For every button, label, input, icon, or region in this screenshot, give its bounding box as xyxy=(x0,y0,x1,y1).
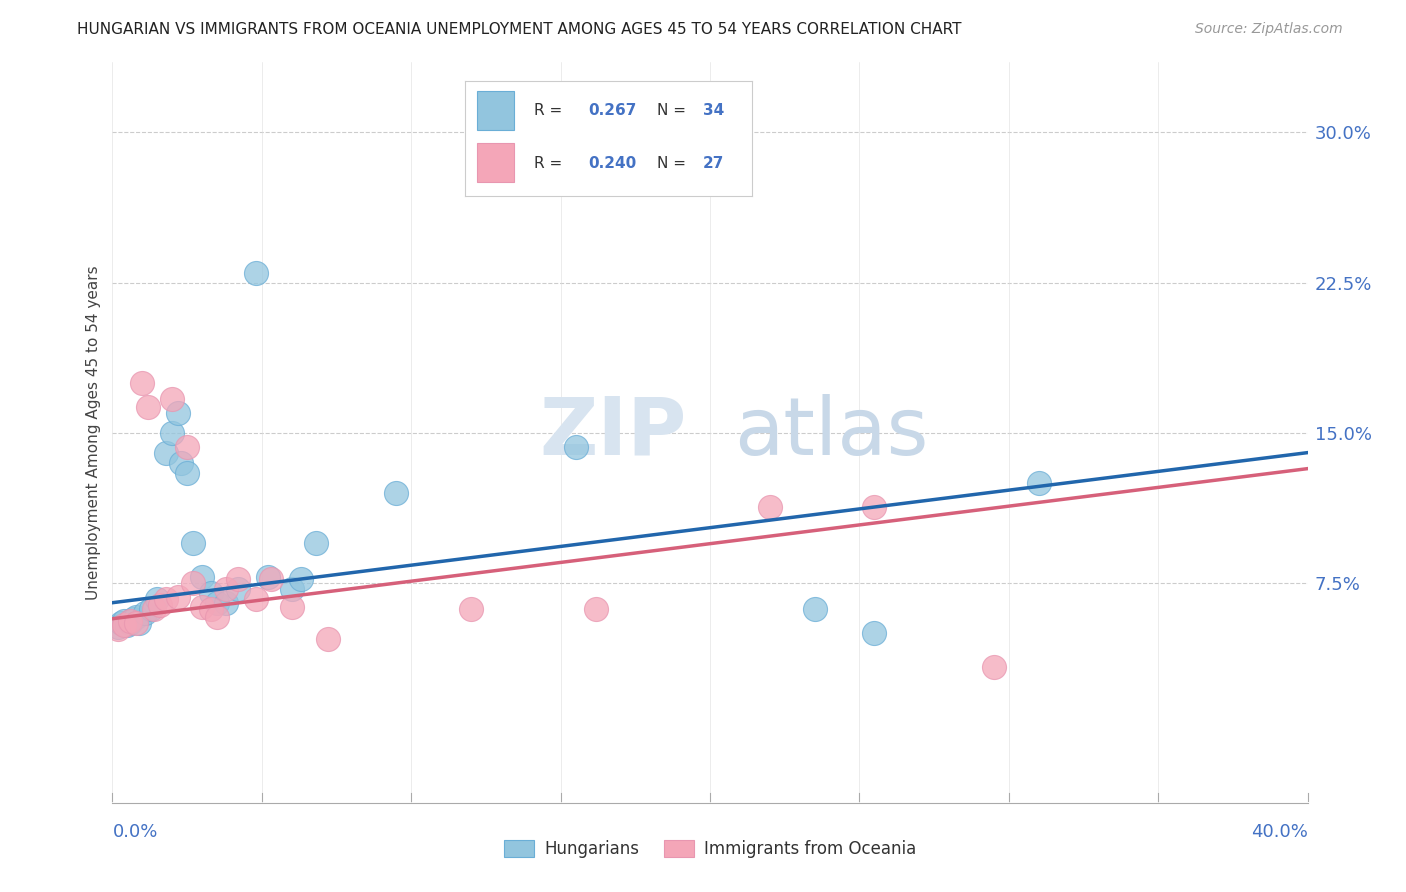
Point xyxy=(191,599,214,614)
Point xyxy=(863,500,886,514)
Point xyxy=(141,601,163,615)
Point xyxy=(128,615,150,630)
Point xyxy=(281,599,304,614)
Point xyxy=(460,601,482,615)
Point xyxy=(385,485,408,500)
Point xyxy=(215,596,238,610)
Point xyxy=(305,535,328,549)
Point xyxy=(167,406,190,420)
Point xyxy=(290,572,312,586)
Point xyxy=(257,570,280,584)
Point xyxy=(167,590,190,604)
Point xyxy=(149,598,172,612)
Point xyxy=(162,392,183,406)
Point xyxy=(863,625,886,640)
Point xyxy=(125,615,148,630)
Point xyxy=(125,609,148,624)
Point xyxy=(143,601,166,615)
Point xyxy=(564,440,586,454)
Point xyxy=(803,601,825,615)
Point xyxy=(200,585,222,599)
Text: 0.0%: 0.0% xyxy=(112,822,157,841)
Point xyxy=(170,456,193,470)
Point xyxy=(983,659,1005,673)
Point xyxy=(114,614,135,628)
Point xyxy=(1028,475,1050,490)
Point xyxy=(200,601,222,615)
Text: HUNGARIAN VS IMMIGRANTS FROM OCEANIA UNEMPLOYMENT AMONG AGES 45 TO 54 YEARS CORR: HUNGARIAN VS IMMIGRANTS FROM OCEANIA UNE… xyxy=(77,22,962,37)
Text: Source: ZipAtlas.com: Source: ZipAtlas.com xyxy=(1195,22,1343,37)
Point xyxy=(176,466,198,480)
Legend: Hungarians, Immigrants from Oceania: Hungarians, Immigrants from Oceania xyxy=(498,833,922,865)
Point xyxy=(226,582,249,596)
Text: atlas: atlas xyxy=(734,393,928,472)
Point xyxy=(176,440,198,454)
Point xyxy=(120,614,142,628)
Point xyxy=(155,445,177,459)
Point xyxy=(316,632,339,646)
Text: ZIP: ZIP xyxy=(538,393,686,472)
Point xyxy=(226,572,249,586)
Point xyxy=(585,601,607,615)
Point xyxy=(759,500,782,514)
Point xyxy=(181,535,204,549)
Point xyxy=(107,620,129,634)
Point xyxy=(155,591,177,606)
Point xyxy=(260,572,283,586)
Point xyxy=(215,582,238,596)
Point xyxy=(120,615,142,630)
Point xyxy=(191,570,214,584)
Point xyxy=(281,582,304,596)
Point xyxy=(146,591,169,606)
Point xyxy=(114,617,135,632)
Text: 40.0%: 40.0% xyxy=(1251,822,1308,841)
Point xyxy=(205,596,228,610)
Point xyxy=(134,606,156,620)
Point xyxy=(181,575,204,590)
Point xyxy=(162,425,183,440)
Point xyxy=(138,400,160,414)
Y-axis label: Unemployment Among Ages 45 to 54 years: Unemployment Among Ages 45 to 54 years xyxy=(86,265,101,600)
Point xyxy=(245,591,267,606)
Point xyxy=(122,612,145,626)
Point xyxy=(110,615,132,630)
Point xyxy=(245,266,267,280)
Point xyxy=(107,622,129,636)
Point xyxy=(683,145,706,160)
Point xyxy=(131,376,153,390)
Point xyxy=(117,617,139,632)
Point xyxy=(205,609,228,624)
